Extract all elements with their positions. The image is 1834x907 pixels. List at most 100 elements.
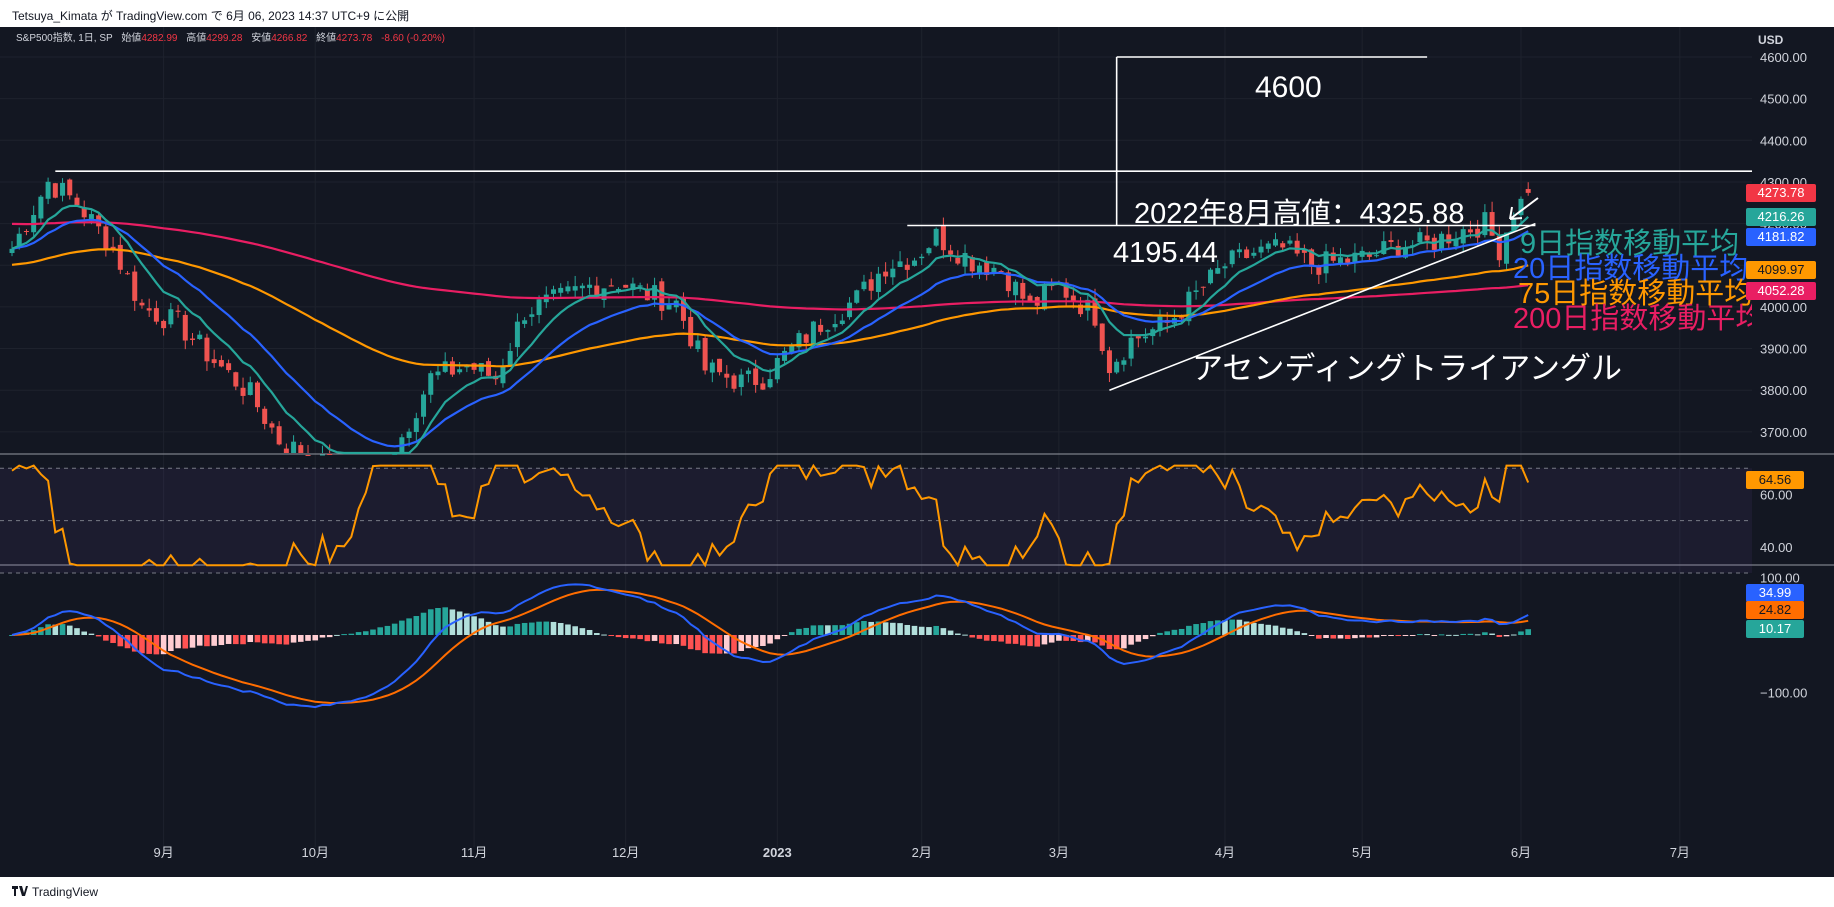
macd-hist-bar: [175, 635, 181, 649]
macd-hist-bar: [146, 635, 152, 654]
ema20-label[interactable]: 20日指数移動平均: [1513, 252, 1748, 285]
candle-body: [240, 387, 246, 396]
macd-hist-bar: [1092, 635, 1098, 643]
ema75-line: [11, 248, 1529, 368]
candle-body: [1381, 241, 1387, 255]
pane-separators: [0, 453, 1834, 566]
macd-hist-bar: [817, 625, 824, 635]
resistance-label[interactable]: 4195.44: [1113, 237, 1218, 269]
candle-body: [680, 298, 686, 321]
macd-hist-bar: [933, 625, 939, 635]
candle-body: [319, 454, 325, 456]
macd-hist-bar: [1186, 625, 1192, 635]
candles: [9, 177, 1531, 456]
legend-line: S&P500指数, 1日, SP 始値4282.99 高値4299.28 安値4…: [16, 31, 445, 44]
price-tick-label: 3700.00: [1760, 425, 1807, 440]
macd-hist-bar: [485, 621, 492, 635]
drawings: [55, 56, 1752, 391]
candle-body: [139, 302, 145, 306]
candle-body: [572, 286, 578, 291]
macd-hist-bar: [926, 627, 932, 635]
candle-body: [413, 418, 419, 433]
macd-hist-bar: [1323, 635, 1329, 639]
legend-close: 4273.78: [336, 33, 373, 44]
price-tick-label: 4600.00: [1760, 50, 1807, 65]
macd-hist-bar: [781, 635, 788, 636]
macd-hist-bar: [254, 635, 261, 643]
high-2022-label[interactable]: 2022年8月高値：4325.88: [1134, 197, 1464, 230]
footer-brand[interactable]: TradingView: [32, 885, 99, 899]
macd-hist-bar: [305, 635, 311, 641]
ema200-label[interactable]: 200日指数移動平均: [1513, 302, 1764, 335]
candle-body: [1193, 290, 1199, 292]
candle-body: [392, 453, 398, 455]
target-label[interactable]: 4600: [1255, 71, 1322, 104]
macd-hist-bar: [1330, 635, 1337, 639]
macd-hist-bar: [355, 632, 362, 635]
candle-body: [782, 350, 788, 361]
macd-hist-bar: [1027, 635, 1033, 647]
ema9-label[interactable]: 9日指数移動平均: [1520, 227, 1739, 260]
candle-body: [984, 262, 990, 276]
macd-hist-bar: [1518, 631, 1524, 635]
ascending-trendline[interactable]: [1109, 222, 1536, 391]
macd-hist-bar: [283, 635, 290, 645]
candle-body: [536, 299, 542, 316]
legend-low-label: 安値: [251, 31, 271, 44]
rsi-band: [0, 468, 1752, 574]
macd-hist-bar: [622, 635, 629, 639]
macd-hist-bar: [1020, 635, 1026, 646]
macd-hist-bar: [225, 635, 232, 644]
macd-hist-bar: [666, 635, 672, 645]
candle-body: [738, 374, 744, 388]
macd-hist-bar: [492, 625, 499, 635]
candle-body: [1345, 258, 1351, 263]
chart-canvas[interactable]: S&P500指数, 1日, SP 始値4282.99 高値4299.28 安値4…: [0, 27, 1834, 877]
ema75-label[interactable]: 75日指数移動平均: [1518, 277, 1753, 310]
candle-body: [875, 273, 881, 292]
macd-hist-bar: [1149, 635, 1156, 637]
macd-hist-bar: [1128, 635, 1134, 645]
candle-body: [940, 225, 946, 251]
macd-hist-bar: [160, 635, 167, 655]
candle-body: [1366, 252, 1372, 257]
macd-hist-bar: [637, 635, 643, 640]
candle-body: [1128, 337, 1134, 359]
candle-body: [760, 383, 766, 390]
candle-body: [449, 361, 455, 375]
macd-hist-bar: [572, 626, 578, 635]
macd-hist-bar: [1229, 619, 1235, 635]
macd-hist-bar: [882, 622, 889, 635]
macd-hist-bar: [731, 635, 737, 654]
macd-hist-bar: [810, 625, 817, 635]
candle-body: [1330, 252, 1336, 261]
candle-body: [919, 256, 925, 259]
candle-body: [796, 333, 802, 348]
candle-body: [615, 289, 621, 291]
candle-body: [1121, 360, 1127, 365]
candle-body: [1280, 243, 1286, 248]
macd-hist-bar: [9, 635, 15, 636]
macd-hist-bar: [1445, 634, 1452, 636]
candle-body: [23, 230, 29, 232]
candle-body: [1453, 239, 1459, 247]
candle-body: [182, 314, 188, 341]
macd-hist-bar: [1409, 635, 1416, 636]
candle-body: [666, 304, 672, 310]
pattern-label[interactable]: アセンディングトライアングル: [1192, 351, 1622, 386]
macd-hist-bar: [1388, 635, 1394, 636]
macd-hist-bar: [825, 625, 831, 635]
macd-hist-bar: [1431, 635, 1438, 636]
macd-hist-bar: [1265, 624, 1272, 635]
macd-hist-bar: [117, 635, 124, 647]
candle-body: [1229, 250, 1235, 265]
footer: TradingView: [0, 877, 1834, 907]
candle-body: [810, 321, 816, 346]
candle-body: [327, 453, 333, 455]
candle-body: [218, 360, 224, 367]
badge-rsi: [1746, 471, 1804, 489]
candle-body: [644, 288, 650, 301]
macd-hist-bar: [1344, 635, 1351, 639]
price-tick-label: 4000.00: [1760, 300, 1807, 315]
candle-body: [81, 208, 87, 218]
